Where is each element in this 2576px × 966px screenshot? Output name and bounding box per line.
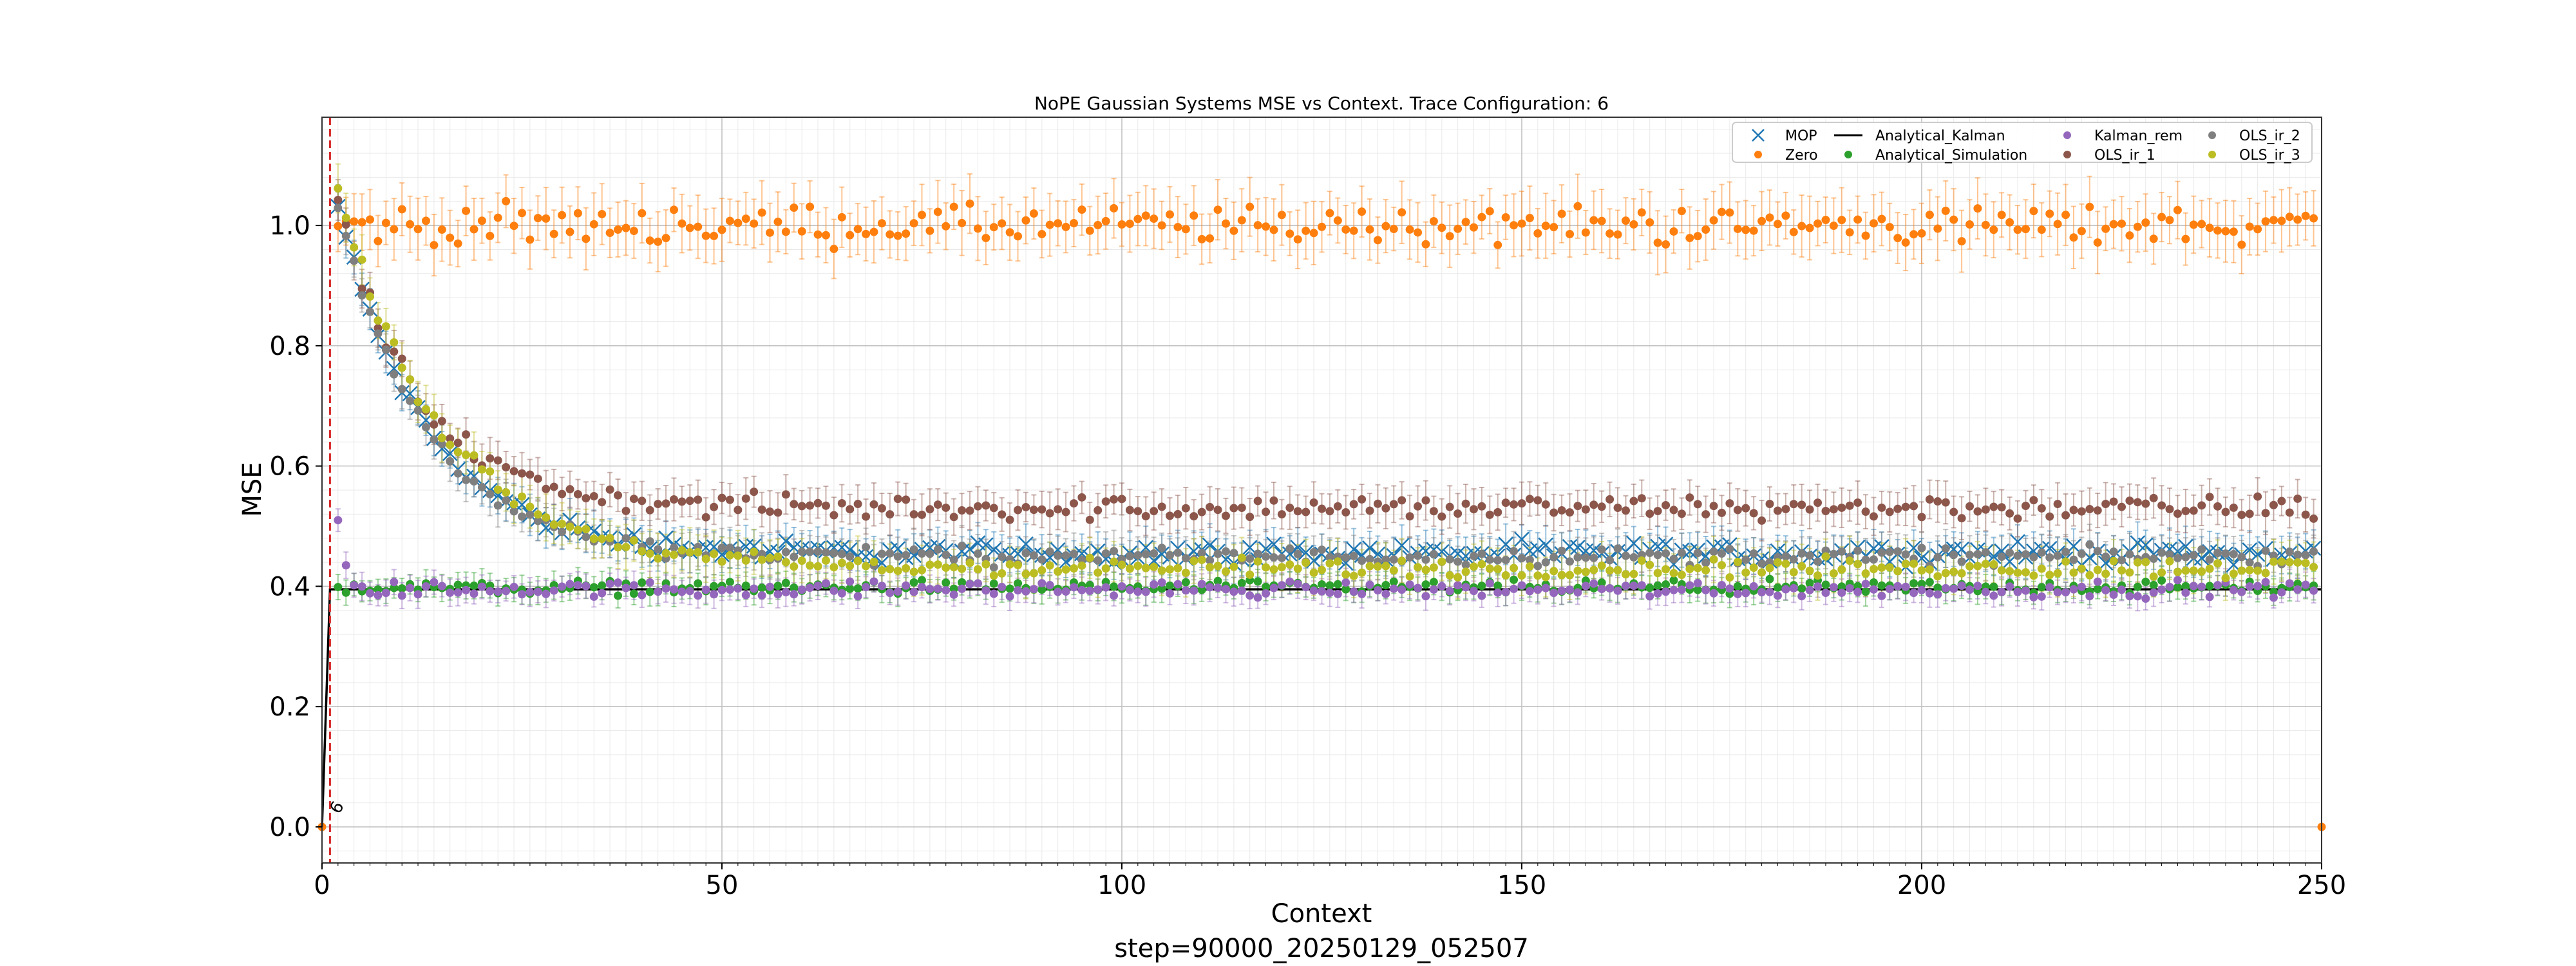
- chart-canvas: 6 0 50 100 150 200 2500.00.20.40.60.81.0 NoPE…: [238, 93, 2346, 963]
